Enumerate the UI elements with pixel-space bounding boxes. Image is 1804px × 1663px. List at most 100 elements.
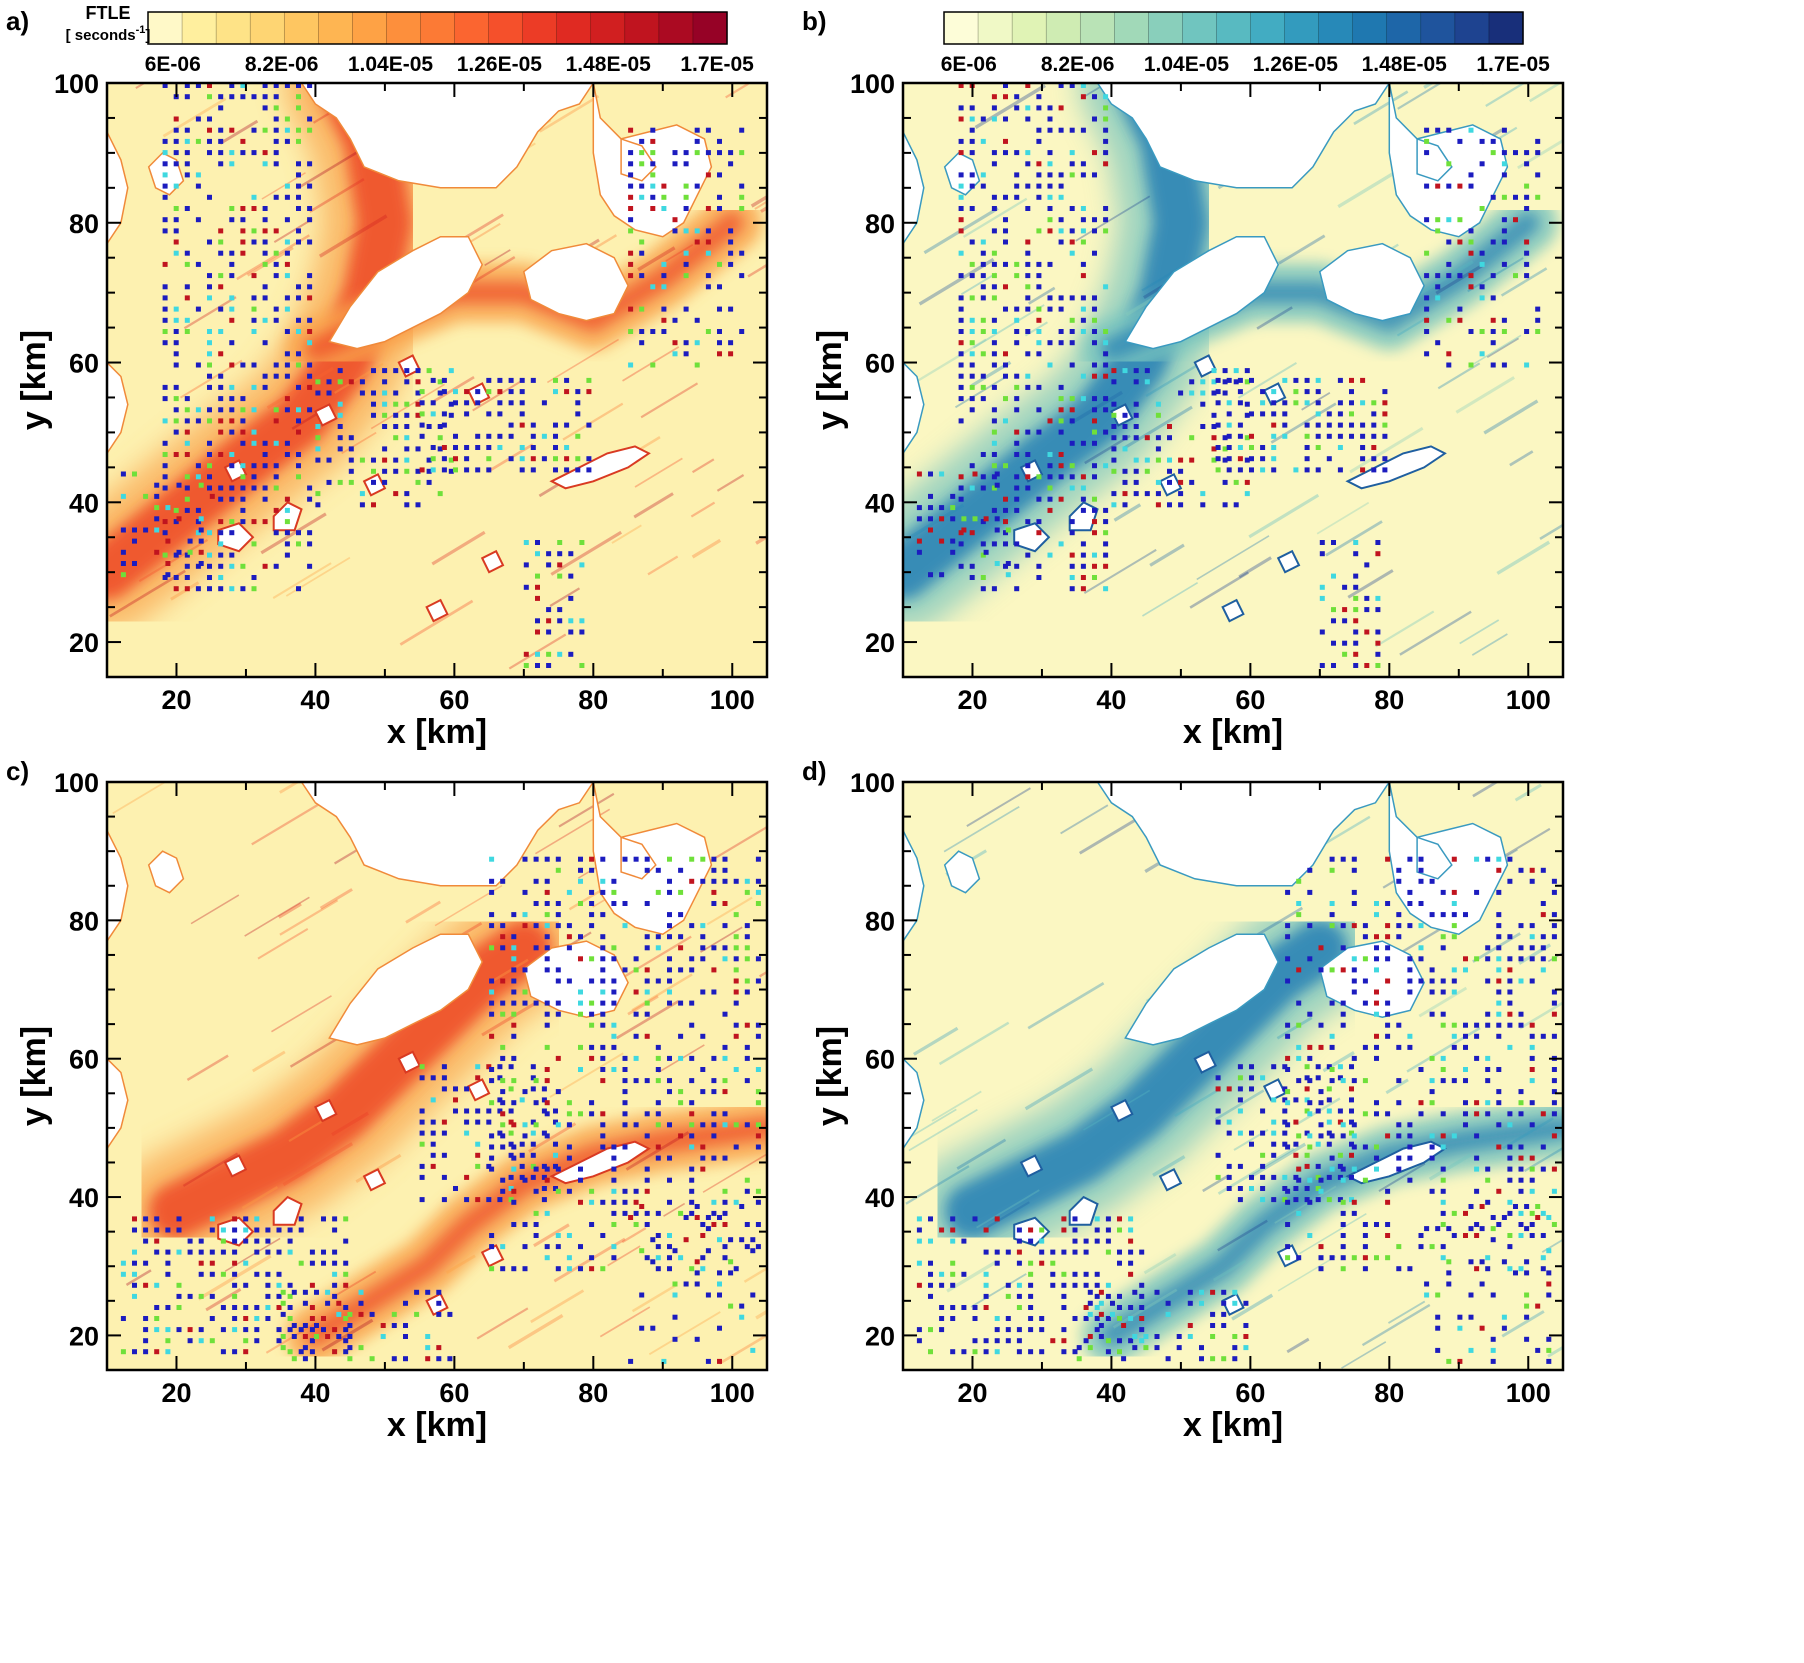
ftle-streak: [1027, 286, 1056, 305]
land-mass: [620, 137, 657, 182]
grid-marker: [1260, 1130, 1266, 1136]
grid-marker: [1111, 412, 1117, 418]
grid-marker: [302, 1323, 308, 1328]
grid-marker: [733, 1000, 739, 1006]
grid-marker: [633, 956, 639, 962]
grid-marker: [1072, 1227, 1078, 1233]
grid-marker: [711, 945, 717, 951]
grid-marker: [1331, 640, 1336, 646]
grid-marker: [628, 261, 634, 267]
grid-marker: [1540, 1233, 1546, 1238]
grid-marker: [391, 1311, 397, 1317]
grid-marker: [1092, 250, 1097, 256]
grid-marker: [1036, 496, 1042, 502]
grid-marker: [307, 384, 313, 390]
grid-marker: [1318, 967, 1324, 973]
ftle-streak: [252, 1050, 286, 1073]
grid-marker: [1479, 295, 1485, 301]
grid-marker: [1036, 228, 1042, 234]
ftle-streak: [1347, 569, 1394, 599]
grid-marker: [343, 1271, 349, 1277]
grid-marker: [1451, 1078, 1457, 1084]
grid-marker: [198, 1293, 204, 1299]
grid-marker: [1524, 273, 1530, 279]
grid-marker: [661, 1358, 667, 1364]
grid-marker: [415, 446, 421, 452]
grid-marker: [1139, 1282, 1145, 1288]
grid-marker: [1374, 1155, 1379, 1161]
grid-marker: [359, 491, 365, 497]
grid-marker: [1211, 435, 1217, 441]
colorbar-swatch: [1012, 12, 1047, 44]
grid-marker: [1014, 563, 1020, 569]
ftle-streak: [341, 431, 377, 455]
grid-marker: [755, 956, 761, 962]
grid-marker: [1337, 1064, 1343, 1070]
grid-marker: [162, 575, 168, 580]
ftle-streak: [1561, 1351, 1563, 1354]
grid-marker: [1474, 956, 1480, 962]
ftle-streak: [190, 894, 240, 925]
grid-marker: [173, 362, 179, 368]
grid-marker: [1396, 1266, 1402, 1272]
grid-marker: [229, 384, 235, 390]
grid-marker: [1080, 496, 1086, 502]
grid-marker: [254, 1216, 260, 1222]
grid-marker: [611, 1044, 617, 1050]
grid-marker: [1385, 1222, 1391, 1227]
grid-marker: [1069, 317, 1075, 323]
grid-marker: [916, 516, 922, 522]
grid-marker: [628, 150, 634, 156]
grid-marker: [1551, 878, 1557, 884]
grid-marker: [1080, 239, 1086, 245]
grid-marker: [1249, 1130, 1254, 1136]
grid-marker: [1457, 1325, 1463, 1331]
grid-marker: [1047, 295, 1053, 301]
grid-marker: [744, 1044, 750, 1050]
grid-marker: [1353, 640, 1359, 646]
grid-marker: [958, 329, 964, 334]
grid-marker: [280, 1289, 286, 1295]
grid-marker: [1025, 429, 1031, 435]
grid-marker: [1304, 377, 1310, 383]
grid-marker: [667, 1055, 672, 1061]
grid-marker: [1304, 389, 1310, 395]
grid-marker: [337, 424, 343, 429]
grid-marker: [347, 1311, 353, 1317]
grid-marker: [218, 485, 224, 491]
grid-marker: [1329, 1067, 1335, 1072]
grid-marker: [1271, 1174, 1277, 1180]
grid-marker: [1132, 1289, 1138, 1295]
grid-marker: [544, 1133, 550, 1139]
grid-marker: [296, 172, 301, 178]
grid-marker: [173, 429, 179, 435]
grid-marker: [173, 150, 179, 156]
grid-marker: [1340, 1255, 1346, 1261]
grid-marker: [1524, 239, 1530, 245]
grid-marker: [564, 389, 570, 395]
grid-marker: [1507, 878, 1513, 884]
grid-marker: [403, 1334, 408, 1339]
grid-marker: [694, 150, 700, 156]
grid-marker: [486, 1064, 492, 1070]
grid-marker: [229, 552, 235, 558]
grid-marker: [1003, 373, 1008, 379]
x-tick-label: 100: [1506, 1378, 1551, 1408]
grid-marker: [667, 923, 672, 929]
grid-marker: [1463, 1078, 1468, 1084]
grid-marker: [916, 538, 922, 544]
grid-marker: [1429, 978, 1435, 984]
grid-marker: [1154, 1289, 1160, 1295]
grid-marker: [1155, 412, 1161, 418]
grid-marker: [667, 934, 672, 940]
grid-marker: [500, 1122, 506, 1128]
grid-marker: [307, 83, 313, 88]
grid-marker: [143, 1238, 149, 1244]
grid-marker: [700, 1233, 706, 1238]
grid-marker: [958, 351, 964, 357]
grid-marker: [1418, 1100, 1424, 1106]
grid-marker: [296, 239, 301, 245]
grid-marker: [639, 194, 645, 200]
grid-marker: [1474, 1222, 1480, 1227]
grid-marker: [1524, 1292, 1530, 1298]
